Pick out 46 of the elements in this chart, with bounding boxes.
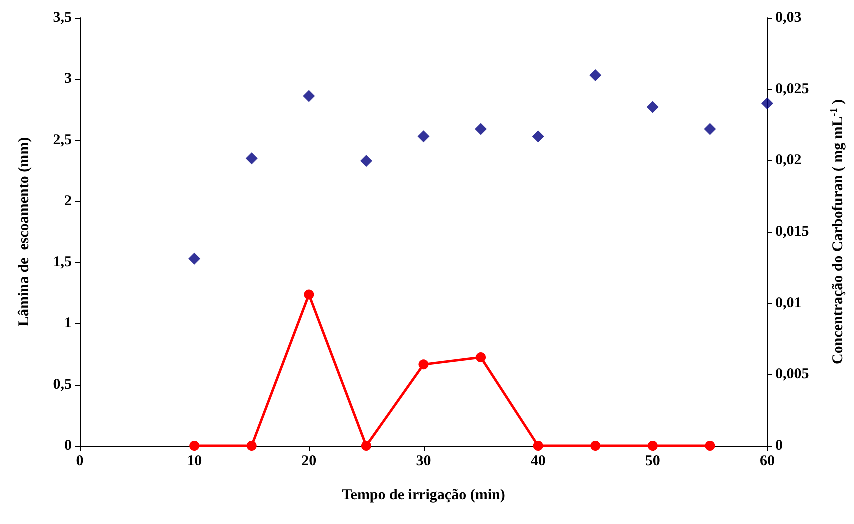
y2-tick-label: 0,02 [776,152,802,169]
point [762,98,774,110]
point [418,360,429,370]
y-tick-label: 3,5 [53,10,72,26]
point [303,90,316,102]
y2-tick-label: 0,03 [776,10,802,26]
point [590,441,601,451]
point [188,252,201,265]
point [646,101,659,114]
point [590,69,602,82]
y-tick-label: 0 [64,438,72,454]
x-tick-label: 50 [645,454,660,470]
point [246,441,257,451]
y-tick-label: 3 [64,71,72,88]
y-tick-label: 1 [64,316,72,332]
x-tick-label: 40 [530,454,546,470]
y-tick-label: 1,5 [53,254,72,271]
point [246,152,258,165]
point [190,441,200,451]
point [476,352,486,363]
point [705,441,716,451]
point [533,441,544,451]
y-tick-label: 2,5 [53,132,72,148]
point [418,130,430,143]
y-axis-title: Lâmina de escoamento (mm) [16,137,32,327]
point [304,290,314,300]
x-axis-title: Tempo de irrigação (min) [342,488,506,504]
y-tick-label: 0,5 [53,376,72,393]
point [361,441,372,451]
y2-tick-label: 0,015 [776,224,810,240]
y-tick-label: 2 [64,193,72,210]
x-tick-label: 10 [187,454,202,470]
point [360,155,372,168]
x-tick-label: 0 [76,454,84,470]
point [532,130,544,143]
y2-tick-label: 0,01 [776,295,802,312]
point [648,441,658,451]
y2-axis-title: Concentração do Carbofuran ( mg mL-1 ) [829,100,846,364]
x-tick-label: 60 [760,454,775,470]
point [704,123,716,136]
point [475,123,488,136]
y2-tick-label: 0,025 [776,81,810,98]
y2-tick-label: 0,005 [776,366,810,383]
y2-tick-label: 0 [776,438,783,454]
x-tick-label: 20 [302,454,317,470]
x-tick-label: 30 [416,454,432,470]
